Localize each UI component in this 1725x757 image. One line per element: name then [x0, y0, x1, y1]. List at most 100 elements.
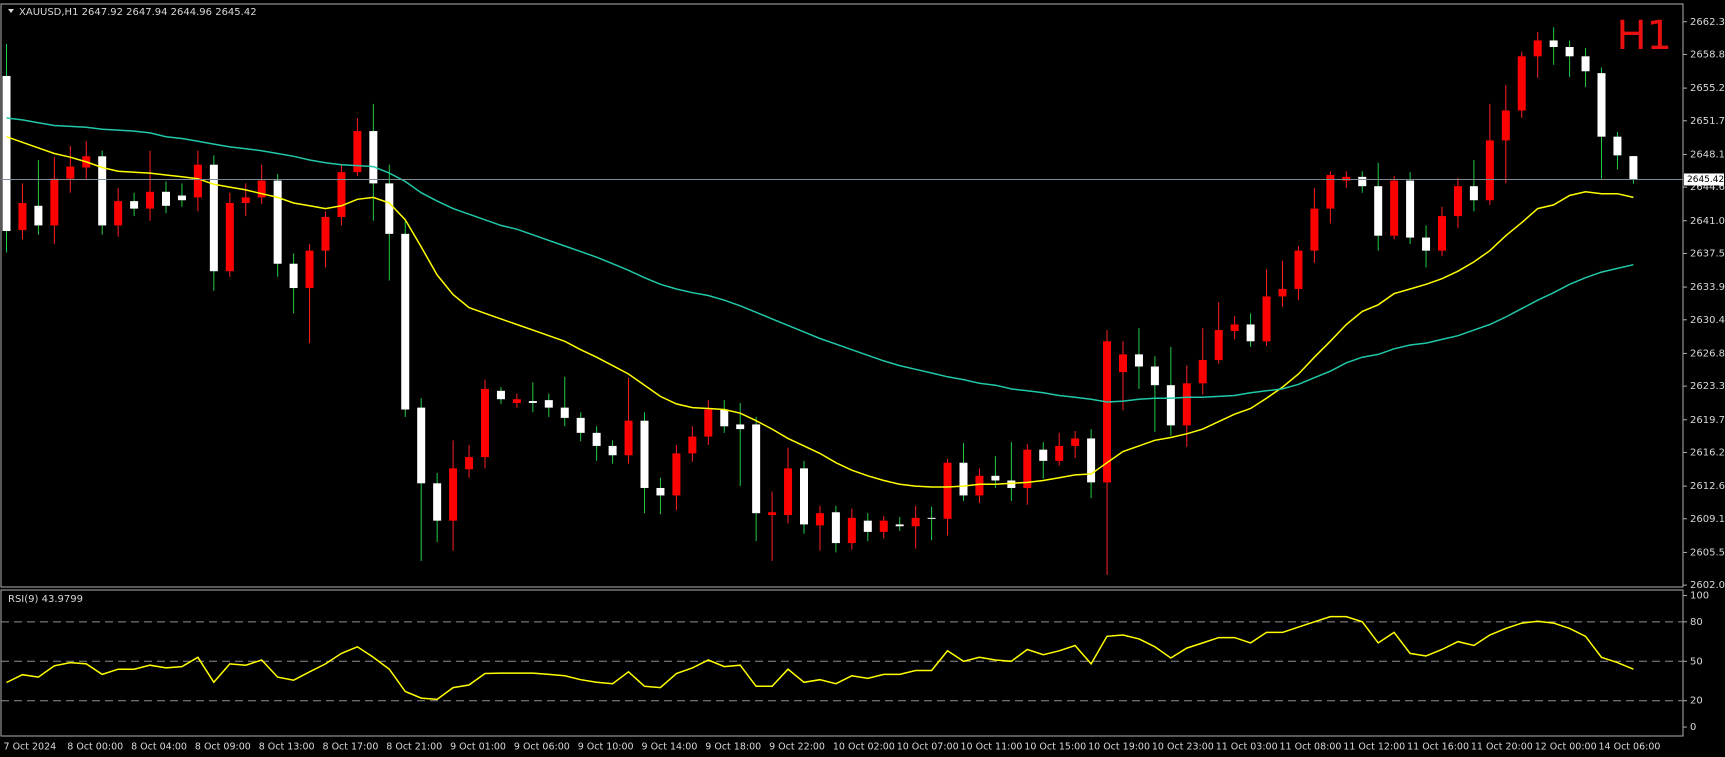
candle-body [975, 475, 984, 496]
x-tick-label: 10 Oct 15:00 [1024, 742, 1086, 753]
x-tick-label: 8 Oct 21:00 [386, 742, 442, 753]
y-tick-label: 100 [1690, 591, 1709, 602]
y-tick-label: 2637.50 [1690, 248, 1725, 259]
candle-body [1310, 208, 1319, 251]
candle-body [1358, 176, 1367, 187]
x-tick-label: 11 Oct 12:00 [1343, 742, 1405, 753]
candle-body [1007, 480, 1016, 488]
x-tick-label: 12 Oct 00:00 [1535, 742, 1597, 753]
candle-body [130, 201, 139, 209]
y-tick-label: 2623.30 [1690, 381, 1725, 392]
candle-body [162, 191, 170, 206]
moving-average [6, 135, 1634, 488]
candle-body [1390, 180, 1399, 236]
candle-body [1549, 40, 1558, 47]
candle-body [1087, 438, 1096, 483]
candle-body [1342, 176, 1351, 181]
candle-body [417, 407, 426, 484]
y-tick-label: 2655.20 [1690, 83, 1725, 94]
candle-body [1422, 237, 1431, 251]
candle-body [449, 468, 458, 521]
candle-body [1023, 449, 1032, 488]
candle-body [225, 203, 234, 272]
candle-body [401, 233, 410, 410]
y-tick-label: 2609.10 [1690, 514, 1725, 525]
candle-body [959, 462, 968, 496]
candle-body [1182, 383, 1191, 426]
candle-body [1150, 366, 1159, 386]
x-tick-label: 9 Oct 18:00 [705, 742, 761, 753]
candle-body [815, 513, 824, 526]
x-tick-label: 11 Oct 20:00 [1471, 742, 1533, 753]
candle-body [18, 203, 27, 231]
candle-body [114, 201, 123, 226]
candle-body [1262, 296, 1271, 342]
candle-body [528, 401, 537, 403]
candle-body [656, 487, 665, 496]
candle-body [1453, 186, 1462, 217]
candle-body [496, 390, 505, 400]
current-price-box [1684, 173, 1724, 186]
candle-body [257, 180, 266, 198]
candle-body [1374, 186, 1383, 236]
candle-body [1294, 250, 1303, 289]
moving-average [6, 117, 1634, 403]
candle-body [800, 468, 808, 525]
candle-body [704, 409, 713, 437]
candle-body [1103, 341, 1112, 483]
candle-body [209, 164, 218, 272]
x-tick-label: 8 Oct 13:00 [259, 742, 315, 753]
candle-body [1501, 110, 1510, 141]
x-tick-label: 8 Oct 00:00 [67, 742, 123, 753]
candle-body [289, 263, 298, 289]
candle-body [863, 520, 872, 532]
x-tick-label: 9 Oct 01:00 [450, 742, 506, 753]
candle-body [1406, 180, 1415, 238]
candle-body [1278, 288, 1287, 297]
candle-body [1326, 174, 1335, 209]
x-tick-label: 8 Oct 09:00 [195, 742, 251, 753]
x-tick-label: 10 Oct 19:00 [1088, 742, 1150, 753]
candle-body [1246, 324, 1255, 342]
candle-body [321, 217, 330, 251]
candle-body [1119, 354, 1127, 373]
main-frame [0, 3, 1684, 588]
y-tick-label: 2662.30 [1690, 17, 1725, 28]
x-tick-label: 11 Oct 16:00 [1407, 742, 1469, 753]
candle-body [608, 445, 617, 456]
candle-body [481, 388, 489, 458]
x-tick-label: 9 Oct 14:00 [642, 742, 698, 753]
candle-body [672, 453, 681, 496]
timeframe-label: H1 [1616, 13, 1672, 59]
candle-body [146, 191, 155, 209]
candle-body [1438, 216, 1446, 251]
y-tick-label: 80 [1690, 617, 1703, 628]
candle-body [465, 457, 474, 470]
candle-body [544, 400, 553, 408]
x-tick-label: 8 Oct 04:00 [131, 742, 187, 753]
candle-body [768, 512, 777, 516]
candle-body [592, 432, 601, 446]
y-tick-label: 50 [1690, 656, 1703, 667]
chart-title: XAUUSD,H1 2647.92 2647.94 2644.96 2645.4… [19, 7, 257, 18]
candle-body [177, 195, 186, 201]
x-tick-label: 7 Oct 2024 [4, 742, 57, 753]
y-tick-label: 0 [1690, 722, 1696, 733]
y-tick-label: 2651.70 [1690, 116, 1725, 127]
indicator-line [6, 615, 1634, 701]
candle-body [879, 520, 888, 532]
candle-body [1629, 156, 1638, 180]
candle-body [512, 399, 521, 403]
y-tick-label: 2630.40 [1690, 315, 1725, 326]
y-tick-label: 2658.80 [1690, 49, 1725, 60]
x-tick-label: 10 Oct 11:00 [961, 742, 1023, 753]
candle-body [273, 180, 282, 264]
candle-body [353, 131, 362, 173]
x-tick-label: 10 Oct 07:00 [897, 742, 959, 753]
candle-body [193, 164, 202, 198]
candle-body [1134, 354, 1143, 367]
x-tick-label: 11 Oct 03:00 [1216, 742, 1278, 753]
candle-body [305, 250, 314, 289]
candle-body [1071, 438, 1080, 446]
